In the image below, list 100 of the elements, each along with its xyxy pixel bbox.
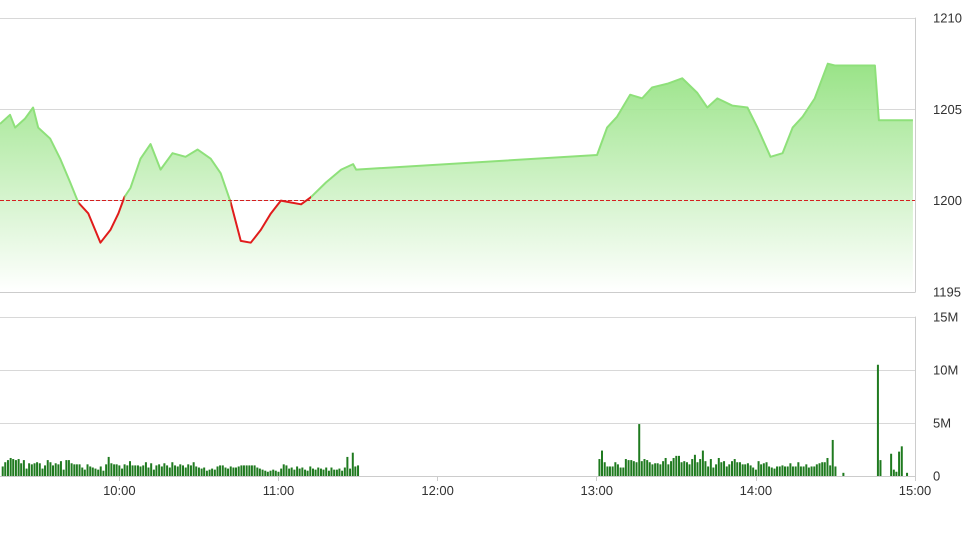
bar — [163, 463, 166, 476]
bar — [92, 468, 94, 476]
bar — [34, 463, 36, 476]
bar — [70, 463, 73, 476]
bar — [46, 460, 49, 476]
bar — [238, 466, 240, 476]
bar — [816, 464, 818, 476]
bar — [742, 464, 744, 476]
bar — [68, 460, 70, 476]
bar — [113, 464, 116, 476]
bar — [632, 461, 635, 476]
bar — [628, 460, 630, 476]
bar — [802, 466, 805, 476]
bar — [298, 468, 301, 476]
x-tick-label: 13:00 — [580, 483, 614, 498]
bar — [211, 468, 214, 476]
x-tick-label: 14:00 — [740, 483, 772, 498]
bar — [22, 460, 25, 476]
bar — [190, 465, 192, 476]
bar — [14, 460, 17, 476]
bar — [336, 470, 338, 476]
bar — [81, 468, 84, 476]
bar — [654, 463, 656, 476]
bar — [89, 466, 92, 476]
bar — [805, 464, 808, 476]
bar — [773, 468, 776, 476]
bar — [317, 468, 320, 476]
y-tick-label: 15M — [933, 310, 958, 324]
bar — [52, 465, 54, 476]
bar — [322, 470, 325, 476]
bar — [309, 466, 312, 476]
bar — [100, 466, 102, 476]
bar — [4, 462, 6, 476]
bar — [248, 465, 250, 476]
bar — [38, 463, 41, 476]
x-tick-label: 12:00 — [421, 483, 454, 498]
bar — [73, 464, 76, 476]
bar — [341, 470, 344, 476]
x-tick-label: 11:00 — [262, 483, 294, 498]
bar — [234, 468, 237, 476]
bar — [328, 470, 330, 476]
bar — [683, 461, 686, 476]
bar — [206, 470, 208, 476]
bar — [312, 468, 314, 476]
y-tick-label: 1200 — [933, 193, 962, 208]
bar — [786, 466, 789, 476]
bar — [620, 468, 622, 476]
bar — [333, 470, 336, 476]
bar — [738, 462, 741, 476]
bar — [810, 466, 813, 476]
bar — [158, 464, 160, 476]
bar — [662, 461, 664, 476]
bar — [832, 440, 834, 476]
bar — [301, 468, 304, 476]
bar — [346, 456, 348, 476]
bar — [659, 464, 662, 476]
bar — [320, 468, 322, 476]
bar — [792, 466, 794, 476]
bar — [606, 466, 608, 476]
bar — [280, 468, 282, 476]
x-tick-label: 10:00 — [103, 483, 136, 498]
bar — [890, 454, 892, 476]
bar — [797, 462, 800, 476]
bar — [6, 460, 9, 476]
y-tick-label: 1205 — [933, 102, 962, 117]
bar — [176, 466, 179, 476]
bar — [134, 465, 136, 476]
bar — [10, 458, 12, 476]
bar — [678, 456, 680, 476]
bar — [242, 465, 245, 476]
bar — [174, 465, 176, 476]
bar — [224, 468, 226, 476]
bar — [750, 465, 752, 476]
bar — [826, 458, 828, 476]
bar — [768, 466, 770, 476]
bar — [612, 466, 614, 476]
bar — [686, 462, 688, 476]
bar — [208, 470, 211, 476]
bar — [203, 468, 206, 476]
bar — [357, 465, 360, 476]
bar — [766, 462, 768, 476]
bar — [723, 461, 726, 476]
bar — [744, 464, 746, 476]
y-tick-label: 1195 — [933, 284, 961, 300]
bar — [664, 458, 667, 476]
bar — [710, 459, 712, 476]
bar — [166, 465, 168, 476]
bar — [296, 466, 298, 476]
bar — [876, 364, 879, 476]
bar — [728, 464, 730, 476]
bar — [28, 463, 30, 476]
bar — [195, 466, 198, 476]
bar — [906, 472, 908, 476]
bar — [240, 465, 242, 476]
bar — [656, 463, 659, 476]
bar — [256, 468, 258, 476]
bar — [770, 468, 773, 476]
bar — [630, 460, 632, 476]
bar — [54, 463, 57, 476]
bar — [646, 460, 648, 476]
